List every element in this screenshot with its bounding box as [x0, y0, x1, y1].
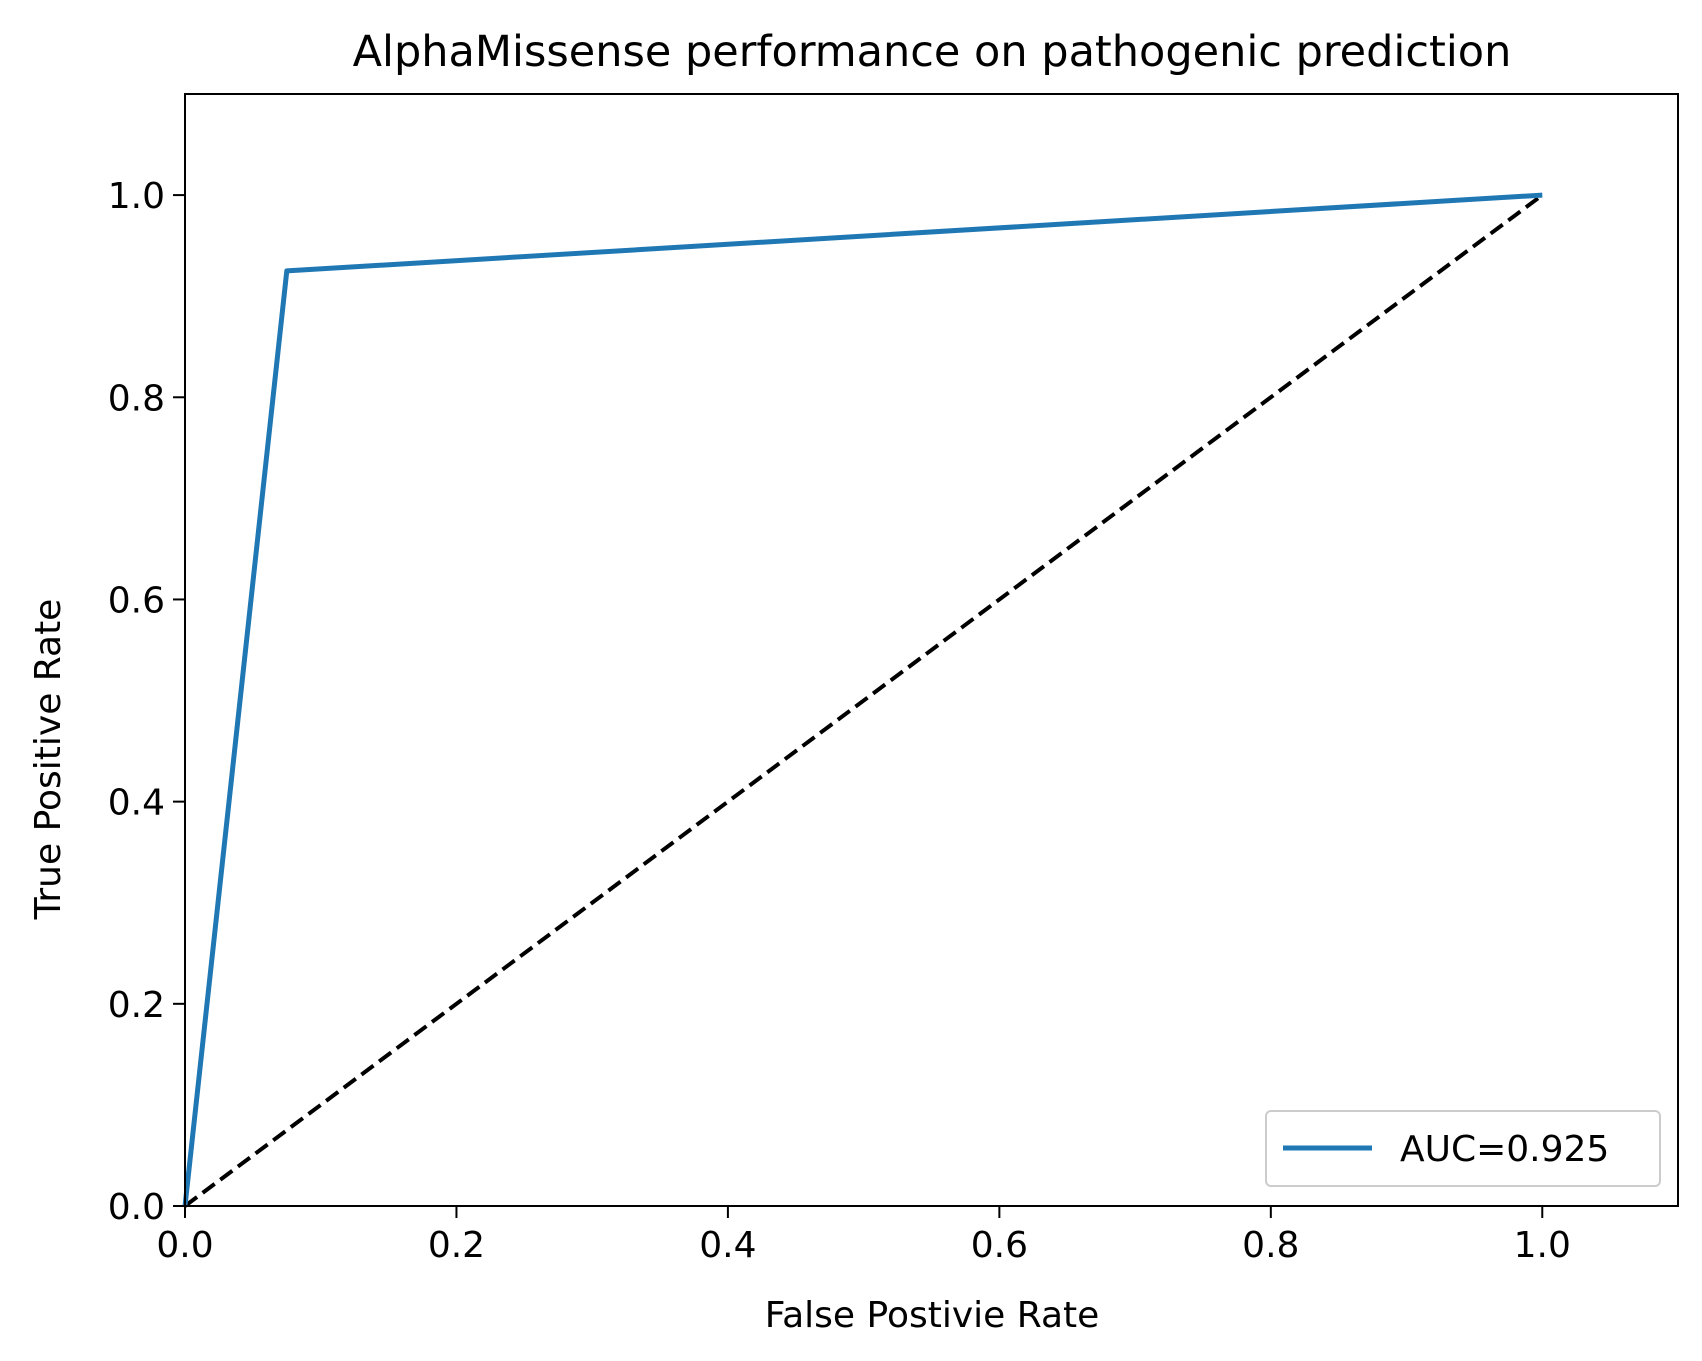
chart-title: AlphaMissense performance on pathogenic … [353, 27, 1512, 77]
y-axis-title: True Positive Rate [28, 599, 69, 921]
chance-diagonal-line [183, 193, 1544, 1208]
roc-curve-line [182, 192, 1543, 1207]
y-tick-label: 0.0 [108, 1187, 165, 1228]
x-tick-label: 0.8 [1242, 1225, 1299, 1266]
axes-frame [184, 93, 1679, 1207]
y-tick-label: 0.6 [108, 580, 165, 621]
legend-frame [1265, 1110, 1661, 1187]
x-tick-label: 0.2 [428, 1225, 485, 1266]
y-tick-label: 1.0 [108, 176, 165, 217]
legend-label: AUC=0.925 [1400, 1129, 1609, 1170]
y-axis-ticks: 0.0 0.2 0.4 0.6 0.8 1.0 [108, 176, 185, 1228]
x-axis-ticks: 0.0 0.2 0.4 0.6 0.8 1.0 [156, 1206, 1571, 1266]
plot-area [182, 93, 1679, 1208]
x-tick-label: 0.6 [971, 1225, 1028, 1266]
y-tick-label: 0.4 [108, 783, 165, 824]
legend: AUC=0.925 [1265, 1110, 1661, 1187]
x-axis-title: False Postivie Rate [765, 1295, 1100, 1336]
x-tick-label: 0.0 [156, 1225, 213, 1266]
series-layer [182, 192, 1544, 1208]
y-tick-label: 0.2 [108, 985, 165, 1026]
x-tick-label: 0.4 [699, 1225, 756, 1266]
x-tick-label: 1.0 [1514, 1225, 1571, 1266]
y-tick-label: 0.8 [108, 378, 165, 419]
